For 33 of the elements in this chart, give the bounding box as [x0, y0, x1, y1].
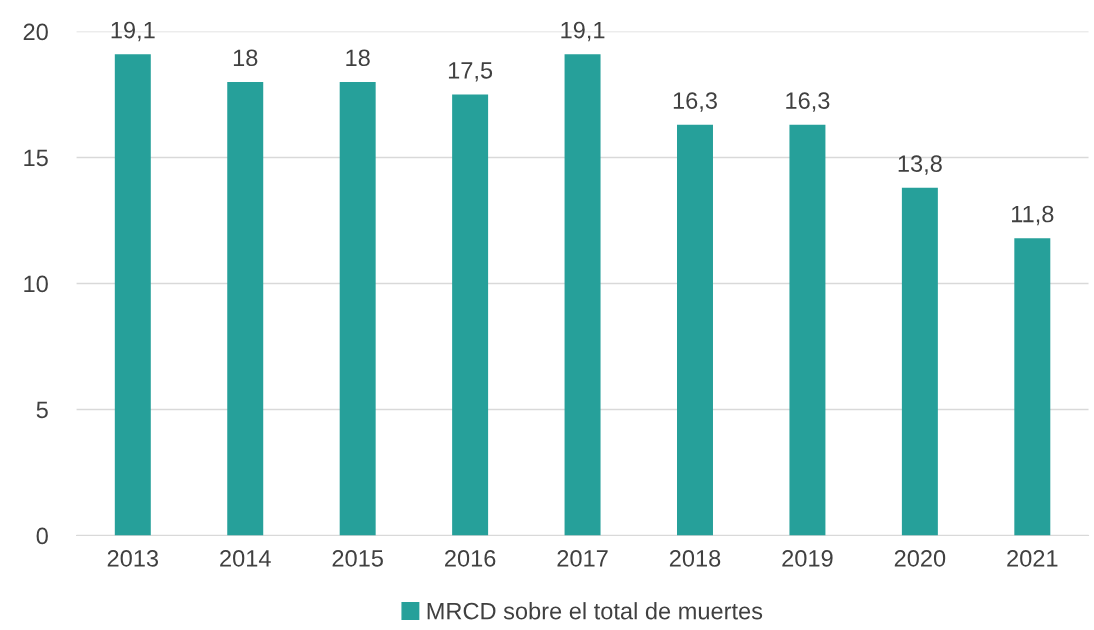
- legend-label: MRCD sobre el total de muertes: [427, 602, 763, 620]
- data-label: 16,3: [786, 92, 830, 112]
- bar: [564, 54, 601, 536]
- data-label: 18: [346, 49, 370, 67]
- bar: [114, 54, 151, 536]
- x-tick-label: 2017: [557, 550, 608, 567]
- bar: [901, 187, 938, 536]
- data-label: 19,1: [111, 21, 155, 42]
- x-tick-label: 2016: [445, 550, 496, 567]
- x-tick-label: 2019: [782, 550, 833, 567]
- data-label: 17,5: [448, 62, 493, 82]
- data-label: 16,3: [673, 92, 717, 112]
- bar: [789, 124, 826, 536]
- bar: [227, 81, 264, 536]
- x-tick-label: 2020: [894, 550, 946, 567]
- data-label: 13,8: [898, 155, 942, 175]
- bar: [339, 81, 376, 536]
- x-tick-label: 2021: [1007, 550, 1058, 567]
- x-tick-label: 2015: [332, 550, 383, 567]
- bar: [677, 124, 713, 536]
- y-tick-label: 10: [24, 275, 48, 293]
- x-tick-label: 2013: [107, 550, 159, 567]
- data-label: 18: [233, 49, 258, 67]
- x-tick-label: 2014: [220, 550, 271, 567]
- bar: [1014, 238, 1051, 536]
- y-tick-label: 15: [24, 149, 48, 167]
- bar: [452, 94, 489, 536]
- data-label: 19,1: [561, 21, 605, 42]
- x-tick-label: 2018: [669, 550, 721, 567]
- y-tick-label: 5: [36, 401, 48, 419]
- data-label: 11,8: [1012, 205, 1054, 226]
- y-tick-label: 0: [36, 527, 48, 545]
- y-tick-label: 20: [23, 23, 48, 41]
